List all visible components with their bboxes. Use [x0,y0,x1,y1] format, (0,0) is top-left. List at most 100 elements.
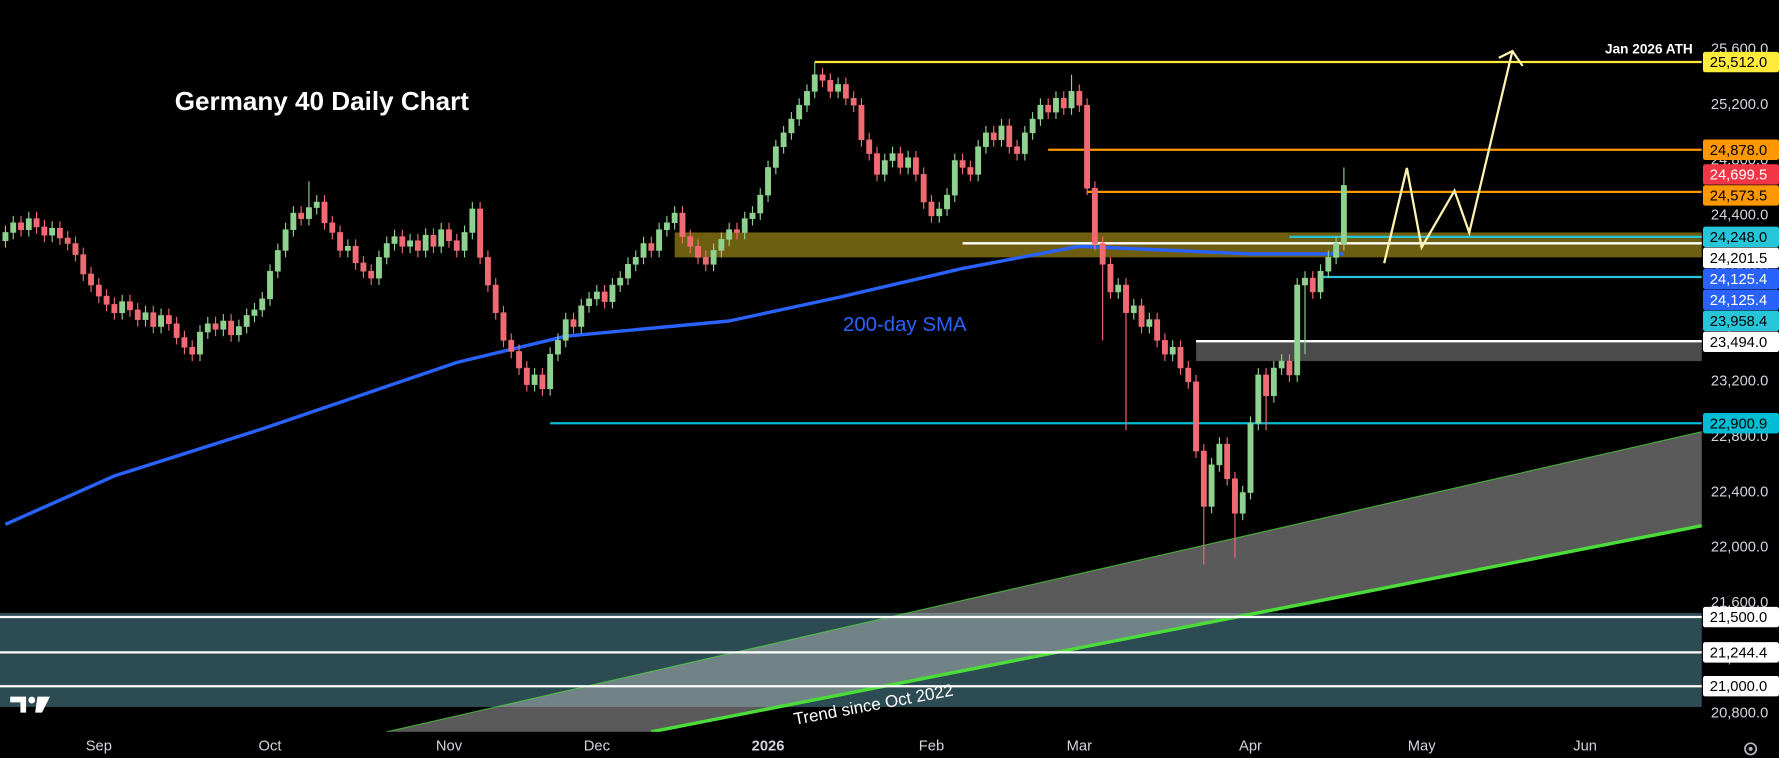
candle-body [539,374,546,390]
candle-body [547,353,554,390]
x-tick-label: Nov [436,738,463,754]
price-label-box [1702,331,1779,353]
candle-body [1123,284,1129,313]
candle-body [430,234,437,247]
candle-body [687,236,694,247]
y-tick-label: 25,200.0 [1711,97,1768,113]
candle-body [197,331,203,355]
price-label-box [1702,310,1779,332]
candle-body [1029,118,1036,134]
candle-body [1154,319,1161,341]
candle-body [671,212,678,224]
candle-body [811,74,818,92]
candle-body [889,153,896,161]
candle-body [1302,277,1308,286]
candle-body [990,132,997,141]
candle-body [1239,492,1246,514]
zone [1196,341,1702,362]
candle-body [1224,443,1231,479]
candle-body [1309,277,1316,293]
price-label-box [1702,247,1779,269]
candle-body [897,153,904,168]
candle-body [492,284,499,313]
candle-body [570,319,577,327]
candle-body [422,234,429,251]
candle-body [134,309,141,320]
x-tick-label: Apr [1239,738,1262,754]
projection-arrow [1498,49,1524,67]
candle-body [516,351,522,369]
candle-body [1185,367,1192,383]
candle-body [835,84,842,92]
candle-body [733,229,740,233]
candle-body [679,212,686,237]
candle-body [1161,340,1168,355]
candle-body [1006,125,1013,147]
price-label: 24,125.4 [1710,293,1767,309]
candle-body [1014,146,1020,154]
y-tick-label: 23,200.0 [1711,374,1768,390]
candle-body [920,174,927,203]
candle-body [842,84,849,99]
candle-body [858,104,865,141]
candle-body [352,246,359,264]
candle-body [1325,257,1332,272]
candle-body [10,222,17,233]
candle-body [617,277,624,286]
candle-body [407,240,414,247]
candle-body [1333,243,1340,258]
price-label-box [1702,226,1779,248]
candle-body [827,80,834,92]
sma-label: 200-day SMA [843,314,967,336]
candle-body [788,118,795,134]
candle-body [251,309,258,316]
candle-body [912,157,919,175]
candle-body [150,312,157,327]
candle-body [586,298,593,307]
candle-body [1200,450,1207,507]
candle-body [1255,374,1262,424]
candle-body [1091,187,1098,244]
candle-body [780,132,787,147]
candle-body [874,153,880,175]
candle-body [1270,367,1277,396]
candle-body [368,270,375,279]
price-label-box [1702,413,1779,434]
plot-area [0,60,1702,732]
candle-body [1247,423,1254,493]
candle-body [1053,97,1059,113]
x-tick-label: Oct [259,738,282,754]
candle-body [1317,270,1324,293]
candle-body [274,250,281,272]
candle-body [1045,104,1052,113]
candle-body [523,367,530,385]
candle-body [640,243,647,258]
candle-body [1068,91,1075,109]
candle-body [959,160,966,168]
candle-body [749,212,756,219]
sma-line [4,244,1344,526]
price-label-box [1702,185,1779,206]
candle-body [632,257,639,265]
candle-body [142,312,149,320]
candle-body [360,262,367,272]
settings-icon[interactable] [1744,742,1758,756]
candle-body [1208,464,1215,507]
ath-annotation: Jan 2026 ATH [1605,42,1693,57]
candle-body [656,229,663,251]
x-tick-label: 2026 [752,738,785,754]
candle-body [944,194,950,210]
candle-body [866,139,873,154]
projection-path [1383,50,1514,264]
x-tick-label: Jun [1573,738,1597,754]
candle-body [1115,284,1122,293]
tradingview-logo [10,696,50,713]
candle-body [321,201,328,224]
candle-body [765,167,771,196]
candle-body [1278,360,1285,369]
candle-body [235,326,242,336]
candle-body [951,160,958,196]
candle-body [391,236,398,244]
price-label-box [1702,164,1779,185]
